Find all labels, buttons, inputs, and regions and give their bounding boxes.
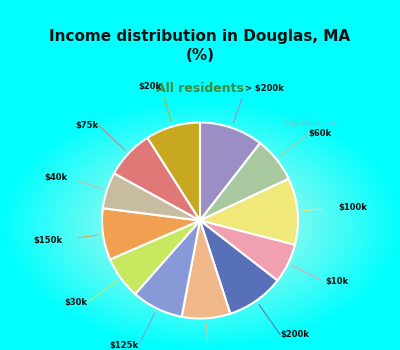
Text: $125k: $125k: [110, 341, 139, 350]
Text: Income distribution in Douglas, MA
(%): Income distribution in Douglas, MA (%): [50, 29, 350, 63]
Text: $40k: $40k: [44, 173, 68, 182]
Wedge shape: [200, 179, 298, 245]
Wedge shape: [135, 220, 200, 317]
Wedge shape: [114, 138, 200, 220]
Text: $150k: $150k: [33, 236, 62, 245]
Text: $30k: $30k: [64, 298, 88, 307]
Text: $10k: $10k: [325, 277, 348, 286]
Text: All residents: All residents: [156, 82, 244, 95]
Wedge shape: [200, 143, 289, 220]
Wedge shape: [102, 208, 200, 259]
Text: > $200k: > $200k: [245, 84, 284, 93]
Wedge shape: [110, 220, 200, 294]
Wedge shape: [148, 122, 200, 220]
Text: $75k: $75k: [76, 121, 98, 130]
Wedge shape: [200, 220, 295, 281]
Wedge shape: [182, 220, 230, 318]
Text: City-Data.com: City-Data.com: [285, 119, 339, 128]
Wedge shape: [103, 173, 200, 220]
Wedge shape: [200, 122, 260, 220]
Text: $200k: $200k: [280, 330, 309, 339]
Wedge shape: [200, 220, 278, 314]
Text: $20k: $20k: [138, 82, 161, 91]
Text: $100k: $100k: [338, 203, 368, 212]
Text: $60k: $60k: [309, 129, 332, 138]
